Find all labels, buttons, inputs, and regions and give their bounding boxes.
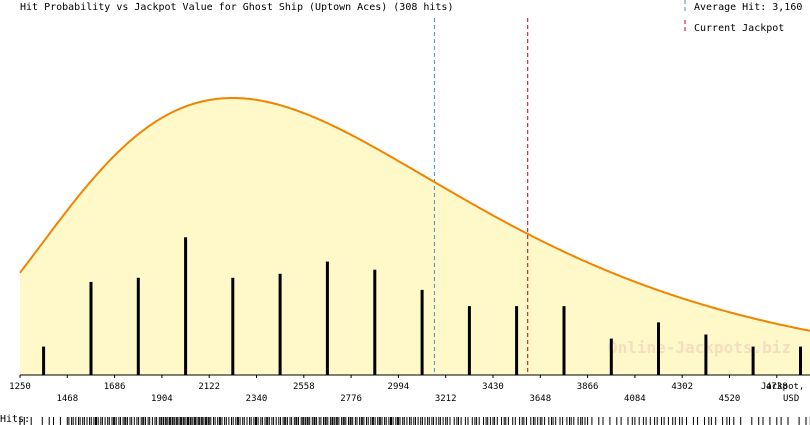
x-tick-labels: 1250168621222558299434303866430247385174… [9,382,788,404]
probability-curve [19,97,810,332]
x-tick-label: 1250 [9,382,31,392]
x-axis-label-line-1: Jackpot, [761,382,804,392]
curve-line-layer [19,97,810,332]
x-axis-label-line-2: USD [783,394,799,404]
hit-bar [420,289,424,375]
hit-bar [373,269,377,375]
reference-lines [433,18,529,375]
chart-title: Hit Probability vs Jackpot Value for Gho… [20,2,453,13]
curve-area [20,98,810,375]
hit-bar [799,346,802,375]
x-tick-label: 2776 [340,394,362,404]
x-tick-label: 2122 [198,382,220,392]
x-tick-label: 2994 [388,382,410,392]
x-tick-label: 1686 [104,382,126,392]
watermark: Online-Jackpots.biz [608,338,791,357]
hit-bars [42,237,802,376]
hits-rug [19,417,810,425]
x-tick-label: 4520 [719,394,741,404]
x-tick-label: 3866 [577,382,599,392]
hit-bar [751,346,755,375]
hits-label: Hits: [0,414,30,425]
legend-average-label: Average Hit: 3,160 [694,2,802,13]
x-tick-label: 3212 [435,394,457,404]
hit-bar [657,322,660,375]
hit-bar [89,281,93,375]
x-axis [19,374,810,378]
hit-bar [325,261,329,375]
hit-bar [184,237,188,375]
hit-bar [42,346,46,375]
hit-bar [231,277,235,375]
hit-bar [562,306,566,375]
x-tick-label: 4084 [624,394,646,404]
hit-bar [136,277,140,375]
hit-bar [609,338,613,375]
x-tick-label: 4302 [671,382,693,392]
x-tick-label: 3430 [482,382,504,392]
hit-bar [704,334,708,375]
x-tick-label: 1904 [151,394,173,404]
x-tick-label: 4738 [766,382,788,392]
hit-bar [278,273,282,376]
curve-area-layer [20,98,810,375]
hit-bar [515,306,519,375]
x-tick-label: 2558 [293,382,315,392]
x-tick-label: 2340 [246,394,268,404]
legend-current-label: Current Jackpot [694,23,784,34]
x-tick-label: 1468 [56,394,78,404]
hit-bar [467,306,471,375]
x-axis-label: Jackpot, USD [761,382,810,404]
x-tick-label: 3648 [529,394,551,404]
